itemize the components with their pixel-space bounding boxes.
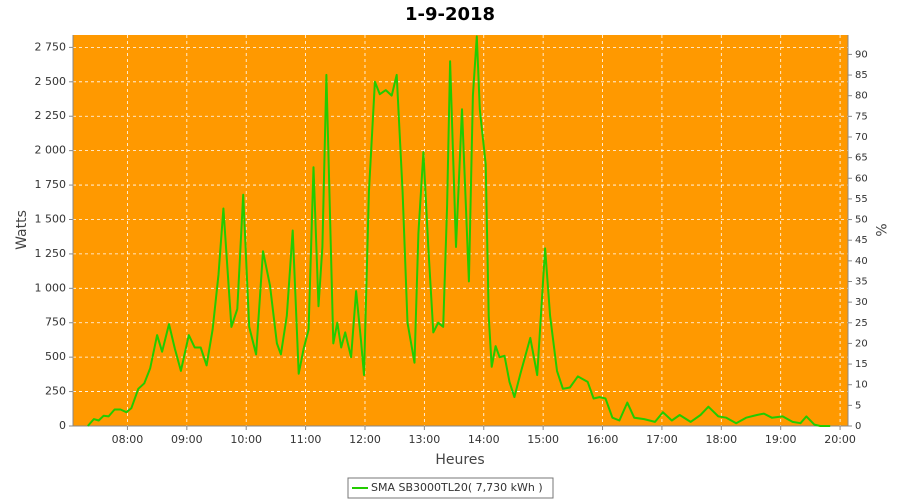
y2-tick-label: 30 <box>855 297 868 308</box>
series-line <box>87 35 831 427</box>
y2-tick-label: 40 <box>855 256 868 267</box>
y2-tick-label: 80 <box>855 91 868 102</box>
chart-title: 1-9-2018 <box>405 4 495 25</box>
x-tick-label: 15:00 <box>527 433 559 446</box>
plot-area <box>73 35 848 426</box>
y-axis-title: Watts <box>14 210 30 250</box>
y-tick-label: 2 750 <box>35 40 67 53</box>
y-tick-label: 0 <box>59 419 66 432</box>
x-tick-label: 20:00 <box>824 433 856 446</box>
y-tick-label: 2 000 <box>35 144 67 157</box>
y2-tick-label: 0 <box>855 421 861 432</box>
y2-tick-label: 55 <box>855 194 868 205</box>
y2-tick-label: 60 <box>855 173 868 184</box>
x-tick-label: 10:00 <box>230 433 262 446</box>
y2-tick-label: 70 <box>855 132 868 143</box>
legend-label: SMA SB3000TL20( 7,730 kWh ) <box>371 481 543 494</box>
x-tick-label: 13:00 <box>409 433 441 446</box>
x-tick-label: 09:00 <box>171 433 203 446</box>
y2-tick-label: 20 <box>855 338 868 349</box>
y-tick-label: 1 750 <box>35 178 67 191</box>
y2-tick-label: 5 <box>855 400 861 411</box>
x-tick-label: 16:00 <box>587 433 619 446</box>
y2-axis-title: % <box>872 223 888 236</box>
y-tick-label: 250 <box>45 385 66 398</box>
y2-tick-label: 50 <box>855 215 868 226</box>
y-tick-label: 750 <box>45 316 66 329</box>
x-tick-label: 14:00 <box>468 433 500 446</box>
y-tick-label: 1 250 <box>35 247 67 260</box>
y2-tick-label: 65 <box>855 153 868 164</box>
y2-tick-label: 75 <box>855 111 868 122</box>
y2-tick-label: 25 <box>855 318 868 329</box>
y-tick-label: 1 500 <box>35 212 67 225</box>
y-tick-label: 2 500 <box>35 75 67 88</box>
y2-tick-label: 85 <box>855 70 868 81</box>
x-tick-label: 12:00 <box>349 433 381 446</box>
x-tick-label: 08:00 <box>112 433 144 446</box>
x-tick-label: 17:00 <box>646 433 678 446</box>
x-tick-label: 19:00 <box>765 433 797 446</box>
x-tick-label: 11:00 <box>290 433 322 446</box>
x-axis-title: Heures <box>435 452 484 468</box>
legend-box <box>347 477 554 499</box>
y-tick-label: 2 250 <box>35 109 67 122</box>
y2-tick-label: 35 <box>855 276 868 287</box>
x-tick-label: 18:00 <box>705 433 737 446</box>
y-tick-label: 500 <box>45 350 66 363</box>
y2-tick-label: 90 <box>855 49 868 60</box>
y-tick-label: 1 000 <box>35 281 67 294</box>
y2-tick-label: 10 <box>855 380 868 391</box>
y2-tick-label: 15 <box>855 359 868 370</box>
y2-tick-label: 45 <box>855 235 868 246</box>
